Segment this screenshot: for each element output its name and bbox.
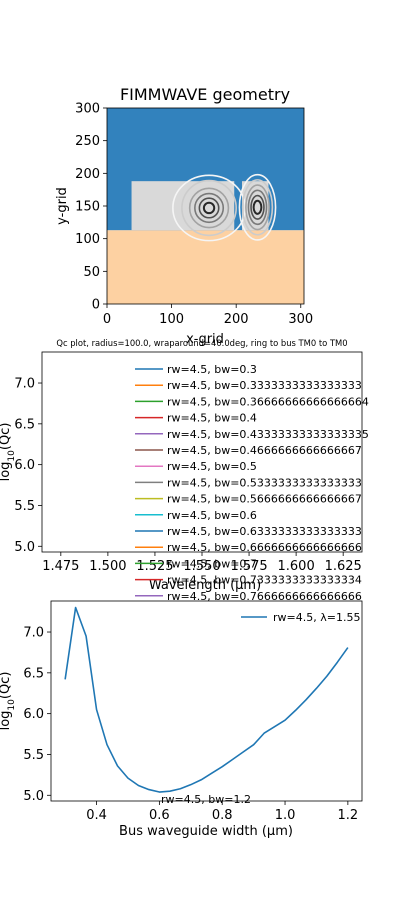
qc-buswidth-overlap-text: rw=4.5, bw=1.2 [161,793,251,806]
qc-buswidth-x-tick-label: 0.4 [86,808,107,823]
geometry-panel: FIMMWAVE geometry 0 100 200 300 0 50 100 150 20… [55,85,313,347]
legend-entry: rw=4.5, bw=0.6333333333333333 [167,525,362,538]
qc-wavelength-x-tick-label: 1.575 [230,559,267,574]
mode-1-contour-2 [247,189,268,226]
geometry-y-tick-label: 200 [75,167,100,182]
geometry-y-tick-label: 50 [83,265,100,280]
qc-wavelength-y-tick-label: 6.5 [14,417,35,432]
qc-buswidth-y-tick-label: 5.5 [23,748,44,763]
mode-0-contour-0 [202,201,216,215]
geometry-x-tick-label: 200 [224,312,249,327]
qc-buswidth-panel: 0.4 0.6 0.8 1.0 1.2 5.0 5.5 6.0 6.5 7.0 rw=4.5, … [0,600,363,839]
geometry-y-tick-label: 300 [75,102,100,117]
geometry-title: FIMMWAVE geometry [120,85,290,104]
qc-buswidth-series [64,606,349,793]
legend-entry: rw=4.5, bw=0.3333333333333333 [167,379,362,392]
legend-entry: rw=4.5, bw=0.4 [167,412,257,425]
geometry-x-ticks: 0 100 200 300 [103,304,313,327]
qc-wavelength-y-ticks: 5.0 5.5 6.0 6.5 7.0 [14,377,42,555]
legend-entry: rw=4.5, bw=0.5666666666666667 [167,493,362,506]
legend-entry: rw=4.5, bw=0.7 [167,557,257,570]
qc-wavelength-title: Qc plot, radius=100.0, wraparound=40.0de… [56,338,347,348]
legend-entry: rw=4.5, bw=0.43333333333333335 [167,428,369,441]
geometry-y-ticks: 0 50 100 150 200 250 300 [75,102,107,313]
qc-wavelength-y-tick-label: 7.0 [14,377,35,392]
qc-wavelength-x-tick-label: 1.550 [183,559,220,574]
qc-wavelength-ylabel: log10(Qc) [0,423,17,482]
mode-1-contour-0 [252,199,263,215]
qc-wavelength-x-tick-label: 1.600 [278,559,315,574]
geometry-x-tick-label: 300 [288,312,313,327]
qc-buswidth-y-tick-label: 6.5 [23,666,44,681]
geometry-plot-area [107,108,304,304]
qc-buswidth-legend: rw=4.5, λ=1.55 [241,611,360,624]
qc-buswidth-x-ticks: 0.4 0.6 0.8 1.0 1.2 [86,801,358,823]
mode-0-contour-1 [198,197,220,219]
mode-0-contour-4 [181,179,237,237]
geometry-xlabel: x-grid [186,332,224,347]
region-substrate [107,230,304,304]
legend-entry: rw=4.5, bw=0.3 [167,363,257,376]
qc-wavelength-xlabel: Wavelength (μm) [149,578,261,593]
legend-entry: rw=4.5, bw=0.7333333333333334 [167,574,362,587]
legend-entry: rw=4.5, bw=0.5333333333333333 [167,476,362,489]
qc-buswidth-x-tick-label: 0.8 [212,808,233,823]
legend-entry: rw=4.5, λ=1.55 [273,611,360,624]
mode-1-contour-3 [245,184,270,231]
qc-wavelength-y-tick-label: 6.0 [14,458,35,473]
legend-entry: rw=4.5, bw=0.4666666666666667 [167,444,362,457]
qc-buswidth-y-tick-label: 6.0 [23,707,44,722]
geometry-x-tick-label: 100 [159,312,184,327]
qc-buswidth-y-tick-label: 5.0 [23,789,44,804]
qc-wavelength-panel: Qc plot, radius=100.0, wraparound=40.0de… [0,338,369,603]
geometry-y-tick-label: 150 [75,200,100,215]
qc-buswidth-xlabel: Bus waveguide width (μm) [119,824,293,839]
qc-buswidth-y-tick-label: 7.0 [23,626,44,641]
mode-0-contour-2 [194,192,225,224]
legend-entry: rw=4.5, bw=0.6 [167,509,257,522]
qc-wavelength-x-tick-label: 1.500 [89,559,126,574]
qc-buswidth-x-tick-label: 1.0 [275,808,296,823]
series-line [64,606,349,793]
legend-entry: rw=4.5, bw=0.5 [167,460,257,473]
qc-wavelength-x-ticks: 1.475 1.500 1.525 1.550 1.575 1.600 1.625 [42,552,362,574]
qc-buswidth-x-tick-label: 0.6 [149,808,170,823]
legend-entry: rw=4.5, bw=0.36666666666666664 [167,395,369,408]
qc-buswidth-x-tick-label: 1.2 [338,808,359,823]
qc-wavelength-x-tick-label: 1.475 [42,559,79,574]
qc-buswidth-ylabel: log10(Qc) [0,672,17,731]
qc-wavelength-legend: rw=4.5, bw=0.3 rw=4.5, bw=0.3333333333333… [135,363,369,603]
geometry-x-tick-label: 0 [103,312,111,327]
mode-1-contour-1 [250,194,265,220]
qc-wavelength-x-tick-label: 1.625 [325,559,362,574]
mode-1-contour-4 [241,179,274,236]
mode-1-contour-5 [238,173,277,241]
legend-entry: rw=4.5, bw=0.6666666666666666 [167,541,362,554]
qc-buswidth-frame [50,600,363,802]
legend-entry: rw=4.5, bw=0.7666666666666666 [167,590,362,603]
qc-wavelength-y-tick-label: 5.5 [14,499,35,514]
geometry-y-tick-label: 100 [75,232,100,247]
mode-0-contour-3 [188,187,230,229]
geometry-y-tick-label: 0 [92,298,100,313]
qc-wavelength-y-tick-label: 5.0 [14,540,35,555]
geometry-y-tick-label: 250 [75,134,100,149]
geometry-ylabel: y-grid [55,187,70,225]
qc-buswidth-y-ticks: 5.0 5.5 6.0 6.5 7.0 [23,626,51,804]
